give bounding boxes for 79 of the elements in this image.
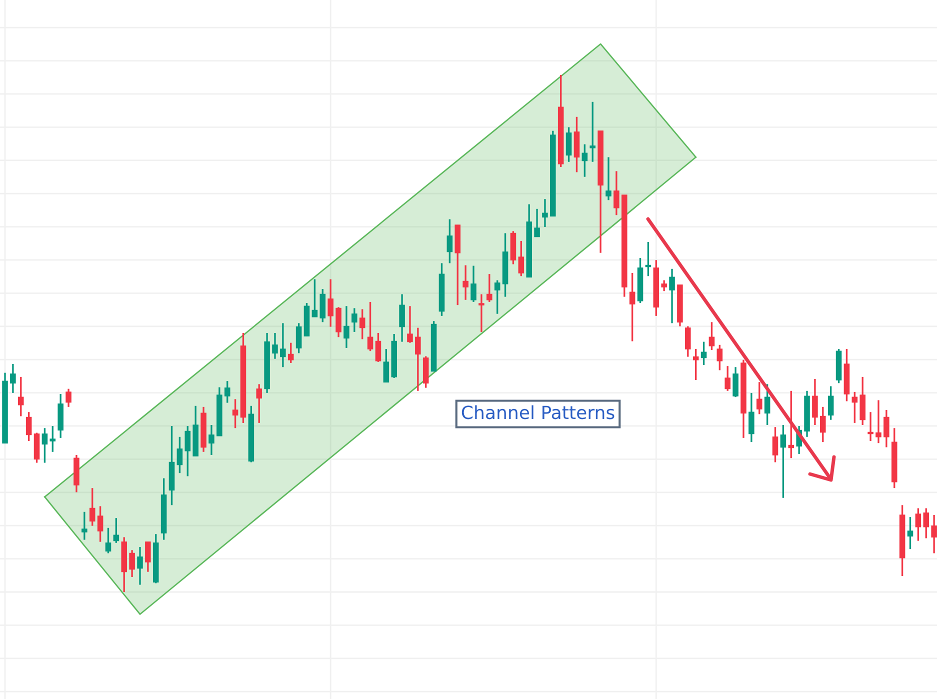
candlestick <box>788 390 794 459</box>
candlestick <box>359 308 366 340</box>
candlestick <box>470 264 476 303</box>
candlestick <box>66 388 72 408</box>
candlestick <box>606 156 612 201</box>
candlestick <box>224 380 230 404</box>
candlestick <box>10 363 16 394</box>
candlestick <box>352 307 358 333</box>
candlestick <box>344 305 350 349</box>
candlestick <box>280 322 286 368</box>
candlestick <box>89 487 96 527</box>
candlestick <box>542 198 548 228</box>
candlestick <box>462 264 468 301</box>
candlestick <box>176 436 183 474</box>
candlestick <box>494 279 500 315</box>
annotation: Channel Patterns <box>462 405 614 420</box>
candlestick <box>232 398 238 429</box>
candlestick <box>415 326 421 392</box>
candlestick <box>629 272 636 342</box>
candlestick <box>661 279 667 292</box>
candlestick <box>208 424 214 456</box>
candlestick <box>820 406 826 443</box>
candlestick <box>184 425 191 478</box>
candlestick <box>732 366 738 398</box>
candlestick <box>772 426 778 464</box>
candlestick <box>828 385 834 421</box>
candlestick <box>756 381 762 415</box>
candlestick <box>764 383 770 426</box>
candlestick <box>478 293 484 333</box>
candlestick <box>129 549 135 578</box>
candlestick <box>145 541 151 573</box>
candlestick <box>590 101 596 163</box>
candlestick <box>375 332 382 363</box>
candlestick <box>82 511 88 541</box>
candlestick <box>923 507 930 540</box>
candlestick <box>915 507 922 542</box>
candlestick <box>534 208 540 238</box>
candlestick <box>614 170 620 216</box>
candlestick <box>518 240 524 277</box>
candlestick <box>708 321 715 351</box>
candlestick <box>716 344 723 372</box>
candlestick <box>486 273 492 303</box>
candlestick <box>42 427 48 464</box>
candlestick <box>272 332 278 360</box>
candlestick <box>724 365 730 392</box>
candlestick <box>884 409 890 448</box>
candlestick <box>50 425 56 453</box>
candlestick <box>748 392 754 443</box>
candlestick <box>26 411 32 442</box>
candlestick <box>113 517 120 544</box>
candlestick <box>852 391 858 424</box>
candlestick <box>566 126 572 163</box>
candlestick <box>312 278 318 318</box>
candlestick <box>328 278 334 328</box>
candlestick <box>407 305 413 344</box>
candlestick <box>367 301 374 352</box>
candlestick <box>700 340 707 366</box>
candlestick <box>868 411 874 442</box>
candlestick <box>931 514 937 554</box>
candlestick <box>446 218 453 264</box>
candlestick <box>780 424 786 499</box>
candlestick <box>876 399 882 444</box>
candlestick <box>399 293 405 343</box>
candlestick <box>812 378 818 426</box>
candlestick <box>97 505 104 543</box>
candlestick <box>582 143 588 178</box>
candlestick <box>907 516 914 550</box>
candlestick <box>383 348 390 383</box>
candlestick <box>18 376 24 418</box>
candlestick <box>669 268 675 324</box>
candlestick <box>320 288 326 323</box>
candlestick <box>288 342 294 364</box>
candlestick <box>137 546 143 586</box>
candlestick <box>296 322 302 354</box>
candlestick <box>336 306 342 338</box>
candlestick <box>256 383 262 424</box>
candlestick <box>105 527 112 554</box>
candlestick <box>692 348 699 381</box>
candlestick <box>685 325 691 358</box>
